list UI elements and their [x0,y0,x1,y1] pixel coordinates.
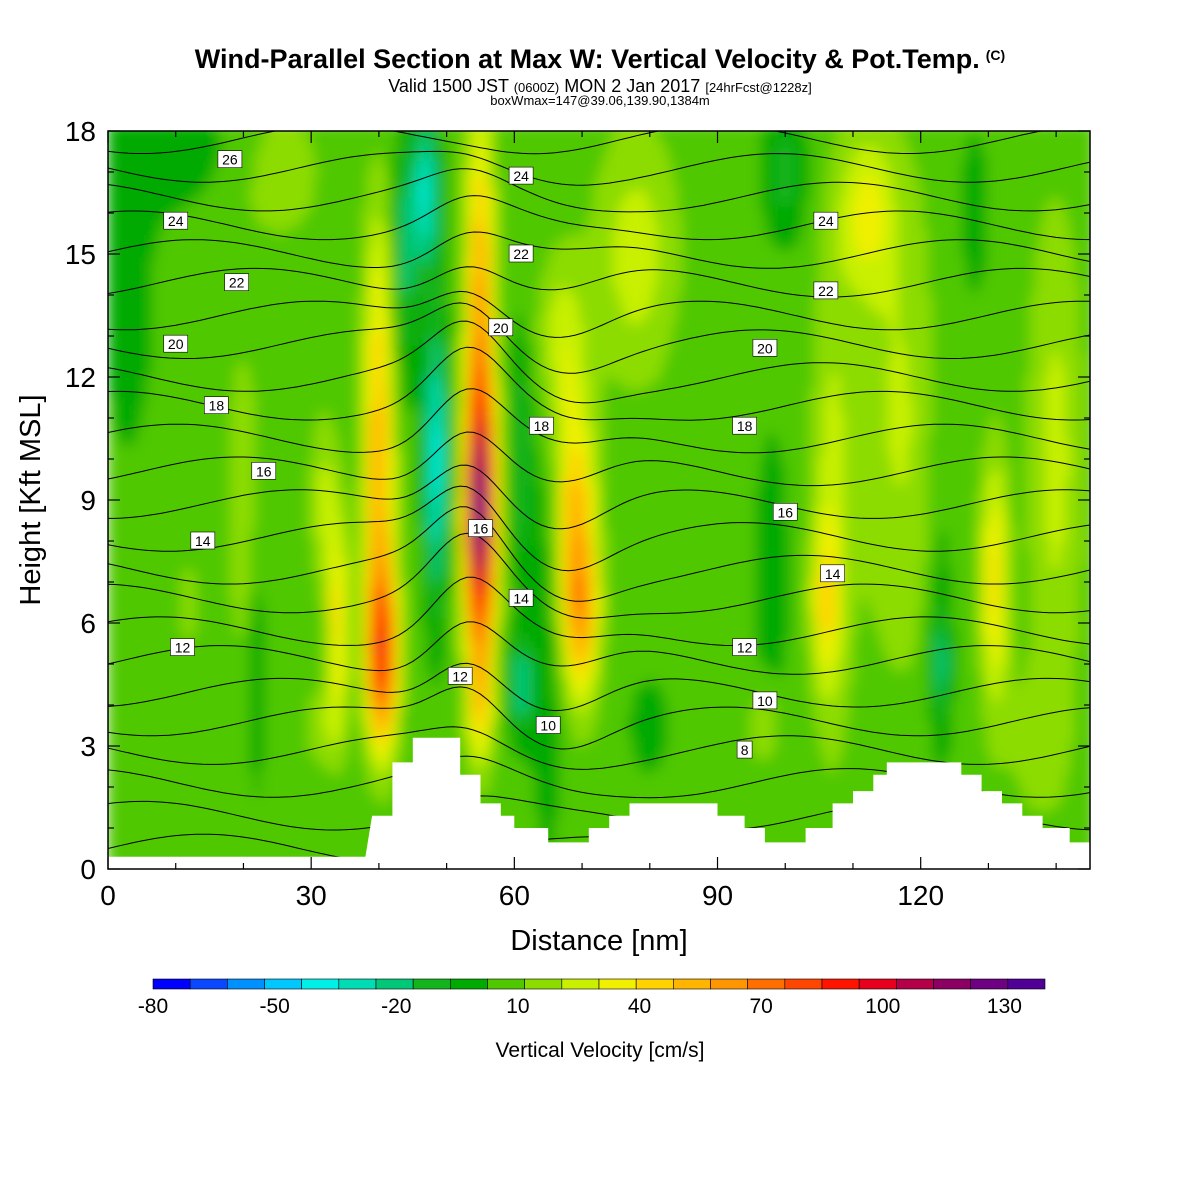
colorbar-swatch [896,979,933,989]
contour-label: 26 [218,151,242,168]
contour-label: 14 [509,589,533,606]
contour-label: 12 [170,639,194,656]
y-tick-label: 12 [65,362,96,393]
colorbar-tick-label: 70 [750,995,773,1018]
y-tick-label: 18 [65,116,96,147]
y-tick-label: 9 [80,485,96,516]
contour-label: 14 [821,565,845,582]
vertical-velocity-field [108,123,1096,870]
x-tick-label: 120 [897,880,944,911]
contour-label: 12 [448,667,472,684]
contour-label: 24 [509,167,533,184]
colorbar-swatch [599,979,636,989]
colorbar-tick-label: 40 [628,995,651,1018]
x-tick-label: 30 [296,880,327,911]
colorbar-swatch [711,979,748,989]
contour-label: 20 [489,319,513,336]
colorbar-tick-label: 100 [865,995,900,1018]
colorbar-swatch [971,979,1008,989]
x-tick-label: 90 [702,880,733,911]
colorbar-tick-label: 10 [506,995,529,1018]
y-tick-label: 0 [80,854,96,885]
contour-label: 16 [252,462,276,479]
colorbar-tick-label: -80 [138,995,168,1018]
contour-label: 14 [191,532,215,549]
colorbar-swatch [785,979,822,989]
contour-label: 24 [814,212,838,229]
contour-label: 22 [509,245,533,262]
colorbar-swatch [265,979,302,989]
colorbar-swatch [1008,979,1045,989]
colorbar-swatch [190,979,227,989]
colorbar-label: Vertical Velocity [cm/s] [496,1039,705,1062]
x-axis-label: Distance [nm] [510,925,687,957]
colorbar-swatch [859,979,896,989]
colorbar-tick-label: -20 [381,995,411,1018]
x-tick-label: 0 [100,880,116,911]
contour-label: 12 [733,639,757,656]
colorbar-swatch [413,979,450,989]
y-axis-label: Height [Kft MSL] [15,394,47,605]
y-tick-label: 6 [80,608,96,639]
colorbar-swatch [376,979,413,989]
contour-label: 18 [733,417,757,434]
contour-label: 22 [225,274,249,291]
contour-label: 8 [737,741,752,758]
colorbar-swatch [153,979,190,989]
contour-label: 24 [164,212,188,229]
colorbar-swatch [488,979,525,989]
colorbar-swatch [450,979,487,989]
colorbar-swatch [748,979,785,989]
colorbar-tick-label: -50 [259,995,289,1018]
colorbar-swatch [339,979,376,989]
contour-label: 16 [773,503,797,520]
y-tick-label: 15 [65,239,96,270]
colorbar-swatch [636,979,673,989]
colorbar-swatch [302,979,339,989]
contour-label: 20 [753,339,777,356]
contour-label: 18 [529,417,553,434]
colorbar-swatch [822,979,859,989]
cross-section-chart: 26 24 22 20 18 16 14 12 24 22 20 18 16 14 12 10 24 22 20 18… [0,0,1200,1200]
colorbar-swatch [673,979,710,989]
contour-label: 16 [468,520,492,537]
colorbar-swatch [562,979,599,989]
contour-label: 20 [164,335,188,352]
colorbar-swatch [934,979,971,989]
colorbar-swatch [525,979,562,989]
colorbar: -80 -50 -20 10 40 70 100 130 [138,979,1045,1018]
colorbar-swatch [227,979,264,989]
x-tick-label: 60 [499,880,530,911]
contour-label: 18 [204,397,228,414]
contour-label: 10 [753,692,777,709]
contour-label: 10 [536,717,560,734]
colorbar-tick-label: 130 [987,995,1022,1018]
contour-label: 22 [814,282,838,299]
y-tick-label: 3 [80,731,96,762]
